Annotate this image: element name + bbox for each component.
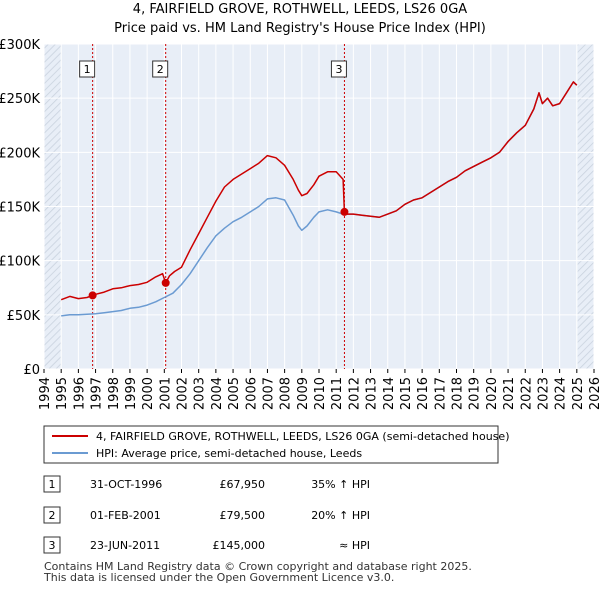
sale-point xyxy=(88,291,97,300)
x-tick-label: 2012 xyxy=(347,377,362,410)
x-tick-label: 2016 xyxy=(416,377,431,410)
transaction-row: 3 23-JUN-2011 £145,000 ≈ HPI xyxy=(43,536,370,554)
x-tick-label: 2017 xyxy=(433,377,448,410)
y-tick-label: £0 xyxy=(23,363,40,378)
x-tick-label: 2007 xyxy=(261,377,276,410)
sale-number-label: 2 xyxy=(157,63,164,76)
transaction-date: 23-JUN-2011 xyxy=(90,539,160,552)
x-tick-label: 2018 xyxy=(451,377,466,410)
transaction-number-box xyxy=(43,475,61,493)
legend-label-blue: HPI: Average price, semi-detached house,… xyxy=(96,447,362,460)
y-tick-label: £100K xyxy=(0,255,40,270)
plot-area: 1 2 3 xyxy=(43,43,595,370)
y-tick-label: £250K xyxy=(0,92,40,107)
sale-number-label: 1 xyxy=(84,63,91,76)
transaction-price: £79,500 xyxy=(220,509,266,522)
legend-box xyxy=(43,425,499,464)
sale-point xyxy=(161,278,170,287)
transaction-row: 1 31-OCT-1996 £67,950 35% ↑ HPI xyxy=(43,475,370,493)
x-tick-label: 1996 xyxy=(72,377,87,410)
x-tick-label: 2004 xyxy=(210,377,225,410)
x-tick-label: 1995 xyxy=(55,377,70,410)
transaction-date: 01-FEB-2001 xyxy=(90,509,161,522)
y-tick-label: £300K xyxy=(0,38,40,53)
chart-subtitle: Price paid vs. HM Land Registry's House … xyxy=(114,21,486,36)
transaction-number: 2 xyxy=(49,509,56,522)
transaction-number-box xyxy=(43,536,61,554)
chart-title: 4, FAIRFIELD GROVE, ROTHWELL, LEEDS, LS2… xyxy=(133,2,467,17)
footer-licence: This data is licensed under the Open Gov… xyxy=(43,571,394,584)
transaction-price: £145,000 xyxy=(213,539,266,552)
price-paid-line xyxy=(60,81,578,301)
x-tick-label: 2014 xyxy=(382,377,397,410)
transaction-hpi: ≈ HPI xyxy=(339,539,370,552)
x-tick-label: 2025 xyxy=(571,377,586,410)
y-tick-label: £200K xyxy=(0,146,40,161)
transaction-date: 31-OCT-1996 xyxy=(90,478,162,491)
transaction-hpi: 20% ↑ HPI xyxy=(311,509,370,522)
sale-point xyxy=(340,207,349,216)
x-tick-label: 2009 xyxy=(296,377,311,410)
transaction-row: 2 01-FEB-2001 £79,500 20% ↑ HPI xyxy=(43,506,370,524)
x-tick-label: 1999 xyxy=(124,377,139,410)
footer-copyright: Contains HM Land Registry data © Crown c… xyxy=(44,560,472,573)
transaction-hpi: 35% ↑ HPI xyxy=(311,478,370,491)
x-tick-label: 2019 xyxy=(468,377,483,410)
x-tick-label: 2022 xyxy=(519,377,534,410)
transactions-table: 1 31-OCT-1996 £67,950 35% ↑ HPI 2 01-FEB… xyxy=(43,475,370,554)
x-tick-label: 2005 xyxy=(227,377,242,410)
legend-label-red: 4, FAIRFIELD GROVE, ROTHWELL, LEEDS, LS2… xyxy=(96,430,510,443)
x-tick-label: 2010 xyxy=(313,377,328,410)
x-tick-label: 2013 xyxy=(365,377,380,410)
y-tick-label: £150K xyxy=(0,201,40,216)
x-tick-label: 2024 xyxy=(554,377,569,410)
x-tick-label: 1998 xyxy=(107,377,122,410)
transaction-number: 3 xyxy=(49,539,56,552)
transaction-price: £67,950 xyxy=(220,478,266,491)
sale-number-box xyxy=(152,60,169,78)
transaction-number-box xyxy=(43,506,61,524)
x-tick-label: 2020 xyxy=(485,377,500,410)
x-tick-label: 2008 xyxy=(279,377,294,410)
x-tick-label: 2000 xyxy=(141,377,156,410)
x-tick-label: 1997 xyxy=(90,377,105,410)
x-tick-label: 2001 xyxy=(158,377,173,410)
x-tick-label: 2011 xyxy=(330,377,345,410)
x-tick-label: 2026 xyxy=(588,377,600,410)
x-tick-label: 2023 xyxy=(536,377,551,410)
x-tick-label: 2021 xyxy=(502,377,517,410)
x-tick-label: 1994 xyxy=(38,377,53,410)
sale-number-box xyxy=(79,60,96,78)
x-tick-label: 2003 xyxy=(193,377,208,410)
sale-number-label: 3 xyxy=(335,63,342,76)
transaction-number: 1 xyxy=(49,478,56,491)
legend: 4, FAIRFIELD GROVE, ROTHWELL, LEEDS, LS2… xyxy=(43,425,510,464)
sale-number-box xyxy=(330,60,347,78)
x-tick-label: 2002 xyxy=(176,377,191,410)
y-tick-label: £50K xyxy=(7,309,41,324)
x-tick-label: 2015 xyxy=(399,377,414,410)
x-tick-label: 2006 xyxy=(244,377,259,410)
